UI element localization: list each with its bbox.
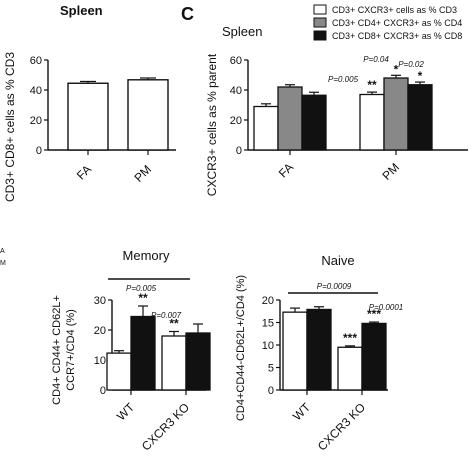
y-tick-label: 20 [262, 295, 274, 307]
edge-fragment-a: A [0, 248, 5, 255]
significance-stars: ** [138, 291, 148, 305]
legend-label: CD3+ CXCR3+ cells as % CD3 [332, 5, 457, 15]
bar [67, 82, 109, 151]
x-tick-label: CXCR3 KO [315, 400, 368, 453]
significance-stars: ** [169, 317, 179, 331]
p-value: P=0.0001 [369, 303, 403, 312]
panel-a-ylabel: CD3+ CD8+ cells as % CD3 [3, 52, 17, 202]
panel-naive-ylabel: CD4+CD44-CD62L+/CD4 (%) [235, 275, 247, 421]
x-tick-label: FA [276, 160, 296, 180]
legend-label: CD3+ CD4+ CXCR3+ as % CD4 [332, 18, 462, 28]
significance-stars: *** [343, 331, 357, 345]
y-tick-label: 10 [94, 355, 106, 367]
y-tick-label: 15 [262, 318, 274, 330]
significance-stars: * [394, 62, 399, 76]
y-tick-label: 60 [230, 55, 242, 67]
bar [130, 315, 156, 391]
x-tick-label: WT [290, 400, 314, 424]
bar [383, 77, 409, 151]
y-tick-label: 10 [262, 340, 274, 352]
y-tick-label: 40 [230, 85, 242, 97]
bar [306, 308, 332, 391]
panel-memory-title: Memory [123, 248, 170, 263]
panel-c-title: Spleen [222, 24, 262, 39]
y-tick-label: 20 [30, 115, 42, 127]
x-tick-label: PM [379, 160, 402, 183]
y-tick-label: 0 [100, 385, 106, 397]
y-tick-label: 20 [230, 115, 242, 127]
panel-naive: Naive CD4+CD44-CD62L+/CD4 (%) 0 5 10 15 20 *… [235, 253, 403, 454]
panel-c-ylabel: CXCR3+ cells as % parent [205, 53, 219, 196]
y-tick-label: 40 [30, 85, 42, 97]
panel-c: C Spleen CXCR3+ cells as % parent CD3+ C… [181, 4, 468, 196]
bar [161, 335, 187, 391]
panel-a-xaxis: FA PM [74, 150, 154, 185]
panel-naive-xaxis: WT CXCR3 KO [290, 390, 368, 454]
legend-swatch [313, 17, 327, 28]
bar [359, 93, 385, 151]
significance-stars: * [418, 69, 423, 83]
y-tick-label: 20 [94, 325, 106, 337]
p-value: P=0.005 [126, 284, 157, 293]
y-tick-label: 0 [236, 145, 242, 157]
y-tick-label: 30 [94, 295, 106, 307]
panel-c-yaxis: 0 20 40 60 [230, 55, 468, 157]
bar [253, 105, 279, 151]
y-tick-label: 0 [36, 145, 42, 157]
panel-naive-title: Naive [321, 253, 354, 268]
legend-swatch [313, 30, 327, 41]
panel-naive-bars [282, 306, 387, 391]
panel-memory-xaxis: WT CXCR3 KO [114, 390, 192, 454]
bar [361, 322, 387, 391]
edge-fragment-m: M [0, 260, 6, 267]
p-value: P=0.0009 [317, 282, 352, 291]
x-tick-label: FA [74, 162, 94, 182]
legend-label: CD3+ CD8+ CXCR3+ as % CD8 [332, 31, 462, 41]
panel-c-letter: C [181, 4, 194, 24]
bar [407, 84, 433, 151]
panel-a-bars [67, 77, 169, 151]
y-tick-label: 5 [268, 363, 274, 375]
bar [277, 86, 303, 151]
panel-a: Spleen CD3+ CD8+ cells as % CD3 0204060 … [3, 3, 176, 202]
bar [282, 311, 308, 391]
x-tick-label: CXCR3 KO [139, 400, 192, 453]
panel-c-xaxis: FA PM [276, 150, 402, 183]
significance-stars: ** [367, 78, 377, 92]
legend-swatch [313, 4, 327, 15]
p-value: P=0.005 [328, 75, 359, 84]
panel-c-legend: CD3+ CXCR3+ cells as % CD3 CD3+ CD4+ CXCR… [313, 4, 462, 41]
bar [106, 352, 132, 391]
significance-stars: *** [367, 307, 381, 321]
panel-a-title: Spleen [60, 3, 103, 18]
p-value: P=0.007 [151, 311, 182, 320]
y-tick-label: 60 [30, 55, 42, 67]
panel-naive-annotations: *** *** P=0.0009 P=0.0001 [288, 282, 403, 345]
x-tick-label: WT [114, 400, 138, 424]
bar [337, 346, 363, 391]
bar [185, 332, 211, 391]
panel-c-bars [253, 74, 433, 151]
p-value: P=0.04 [363, 55, 389, 64]
y-tick-label: 0 [268, 385, 274, 397]
panel-memory-ylabel-1: CD4+ CD44+ CD62L+ [51, 295, 63, 405]
bar [127, 79, 169, 151]
panel-memory: Memory CD4+ CD44+ CD62L+ CCR7+/CD4 (%) 0… [51, 248, 211, 454]
x-tick-label: PM [131, 162, 154, 185]
panel-memory-bars [106, 305, 211, 391]
panel-memory-ylabel-2: CCR7+/CD4 (%) [65, 309, 77, 391]
p-value: P=0.02 [398, 60, 424, 69]
bar [301, 94, 327, 151]
